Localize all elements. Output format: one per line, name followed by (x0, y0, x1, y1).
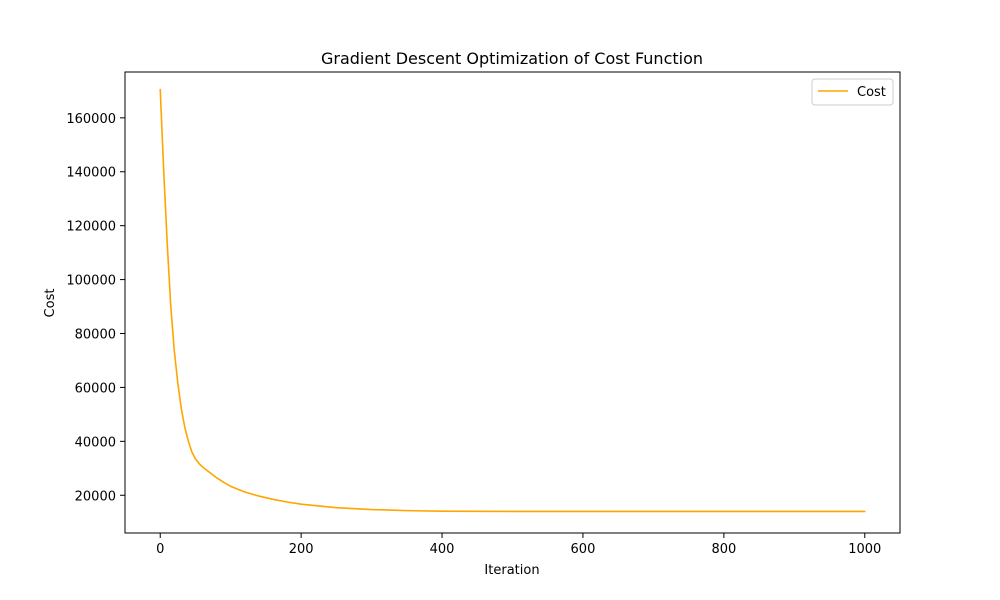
y-axis-label: Cost (43, 289, 58, 318)
y-tick-label: 80000 (75, 328, 116, 343)
plot-area (124, 71, 901, 534)
x-tick-label: 0 (156, 542, 164, 557)
y-tick-label: 40000 (75, 435, 116, 450)
series-line-cost (159, 88, 866, 513)
y-tick-label: 120000 (66, 220, 116, 235)
y-tick-label: 60000 (75, 381, 116, 396)
legend-label-cost: Cost (857, 85, 886, 100)
y-axis-ticks: 20000 40000 60000 80000 100000 120000 140000 16… (66, 112, 125, 504)
chart-title: Gradient Descent Optimization of Cost Fu… (321, 49, 703, 68)
y-tick-label: 100000 (66, 274, 116, 289)
series-layer (159, 88, 866, 513)
y-tick-label: 160000 (66, 112, 116, 127)
x-tick-label: 200 (289, 542, 314, 557)
x-tick-label: 1000 (848, 542, 881, 557)
x-tick-label: 600 (571, 542, 596, 557)
x-tick-label: 800 (711, 542, 736, 557)
plot-frame (124, 71, 901, 534)
y-tick-label: 140000 (66, 166, 116, 181)
x-axis-ticks: 0 200 400 600 800 1000 (156, 533, 881, 557)
x-axis-label: Iteration (484, 563, 539, 578)
legend: Cost (811, 78, 894, 106)
legend-box (811, 78, 894, 106)
y-tick-label: 20000 (75, 489, 116, 504)
x-tick-label: 400 (430, 542, 455, 557)
